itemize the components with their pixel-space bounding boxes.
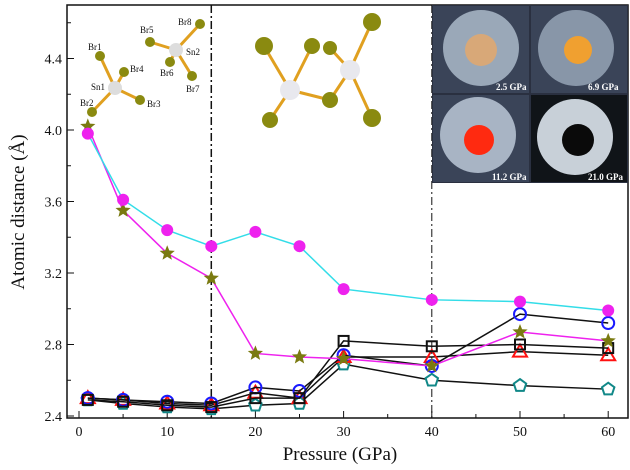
series-line (87, 350, 609, 407)
data-point-square (249, 392, 262, 405)
data-point-circle (161, 224, 174, 237)
x-tick-label: 20 (248, 425, 262, 440)
photo-label: 6.9 GPa (588, 82, 619, 92)
data-point-square (514, 338, 526, 351)
photo-6-9-gpa: 6.9 GPa (531, 6, 627, 93)
atom-label: Br1 (88, 42, 102, 52)
x-tick-label: 10 (160, 425, 174, 440)
data-point-star (512, 324, 528, 339)
atom-label: Br3 (147, 99, 161, 109)
data-point-square (425, 340, 438, 353)
data-point-circle (602, 304, 615, 317)
data-point-circle (601, 316, 616, 331)
data-point-square (81, 393, 94, 406)
y-tick-label: 3.2 (45, 267, 63, 282)
series (81, 334, 615, 414)
series (81, 127, 615, 317)
data-point-circle (425, 293, 438, 306)
data-point-star (336, 350, 352, 366)
atom-label: Sn2 (186, 47, 200, 57)
photo-inset: 2.5 GPa 6.9 GPa 11.2 GPa 21.0 GPa (432, 5, 628, 183)
data-point-star (247, 345, 263, 360)
data-point-star (600, 332, 616, 348)
x-tick-label: 0 (76, 425, 83, 440)
x-tick-label: 30 (337, 425, 351, 440)
atom-label: Br6 (160, 68, 174, 78)
atom-label: Br5 (140, 25, 154, 35)
photo-2-5-gpa: 2.5 GPa (433, 6, 529, 93)
atom-label: Br4 (130, 64, 144, 74)
data-point-star (80, 118, 96, 133)
data-point-star (115, 202, 131, 217)
y-tick-label: 4.0 (45, 124, 63, 139)
data-point-circle (513, 307, 527, 322)
series-line (87, 126, 609, 367)
atom-label: Br7 (186, 84, 200, 94)
data-point-circle (249, 225, 262, 238)
data-point-pentagon (424, 372, 440, 387)
data-point-square (117, 395, 130, 408)
atom-labels: Br1 Br2 Br3 Br4 Sn1 Br5 Br6 Br7 Br8 Sn2 (80, 17, 200, 109)
atom-label: Br2 (80, 98, 94, 108)
y-tick-label: 2.4 (45, 410, 63, 425)
series-line (87, 313, 609, 405)
series-line (87, 133, 609, 312)
data-point-square (205, 401, 218, 414)
y-tick-label: 2.8 (45, 339, 63, 354)
photo-11-2-gpa: 11.2 GPa (433, 95, 529, 182)
series-line (87, 340, 609, 408)
photo-label: 11.2 GPa (492, 172, 527, 182)
y-tick-label: 3.6 (45, 196, 63, 211)
series-line (87, 363, 609, 410)
data-point-triangle (599, 346, 617, 362)
y-tick-label: 4.4 (45, 53, 63, 68)
x-tick-label: 40 (425, 425, 439, 440)
data-point-circle (293, 240, 306, 253)
x-tick-label: 50 (513, 425, 527, 440)
atom-label: Br8 (178, 17, 192, 27)
photo-21-0-gpa: 21.0 GPa (531, 95, 627, 182)
y-axis-label: Atomic distance (Å) (8, 134, 29, 289)
data-point-square (337, 334, 350, 347)
plot-frame (66, 4, 629, 419)
data-point-square (293, 392, 306, 405)
series (80, 118, 616, 373)
photo-label: 21.0 GPa (588, 172, 623, 182)
data-point-star (424, 357, 440, 373)
atom-label: Sn1 (91, 82, 105, 92)
x-axis-label: Pressure (GPa) (283, 444, 398, 465)
data-point-pentagon (600, 381, 616, 396)
photo-label: 2.5 GPa (496, 82, 527, 92)
data-point-circle (337, 283, 350, 296)
data-point-circle (205, 240, 218, 253)
data-point-circle (81, 127, 94, 140)
data-point-star (159, 245, 175, 260)
data-point-pentagon (512, 377, 528, 392)
data-point-square (161, 399, 174, 412)
data-point-circle (117, 193, 130, 206)
data-point-circle (514, 295, 526, 308)
data-point-triangle (511, 342, 529, 358)
data-point-star (203, 270, 219, 285)
atoms (87, 13, 381, 128)
x-tick-label: 60 (601, 425, 615, 440)
data-point-star (291, 349, 308, 364)
